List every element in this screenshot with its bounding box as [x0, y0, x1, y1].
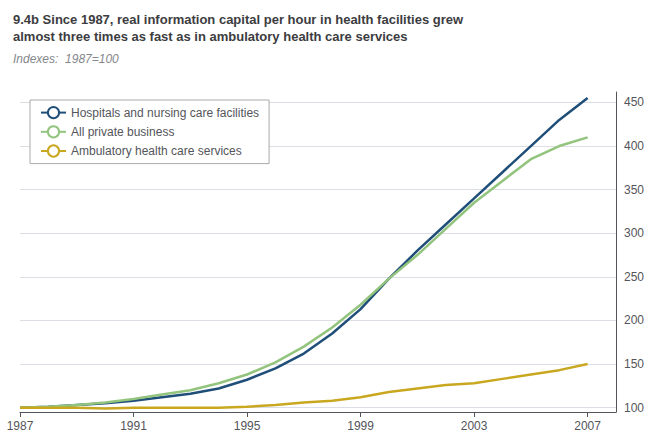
svg-text:350: 350 — [624, 183, 644, 197]
svg-text:1991: 1991 — [120, 419, 147, 433]
svg-text:400: 400 — [624, 139, 644, 153]
svg-text:150: 150 — [624, 357, 644, 371]
svg-text:Indexes: 1987=100: Indexes: 1987=100 — [13, 52, 119, 66]
svg-text:1987: 1987 — [7, 419, 34, 433]
svg-text:2007: 2007 — [574, 419, 601, 433]
svg-text:Ambulatory health care service: Ambulatory health care services — [71, 144, 242, 158]
svg-text:1995: 1995 — [234, 419, 261, 433]
svg-text:250: 250 — [624, 270, 644, 284]
svg-text:All private business: All private business — [71, 125, 174, 139]
svg-text:almost three times as fast as: almost three times as fast as in ambulat… — [13, 29, 408, 44]
svg-text:450: 450 — [624, 95, 644, 109]
svg-text:1999: 1999 — [347, 419, 374, 433]
svg-text:200: 200 — [624, 313, 644, 327]
svg-text:2003: 2003 — [461, 419, 488, 433]
svg-text:300: 300 — [624, 226, 644, 240]
svg-text:100: 100 — [624, 401, 644, 415]
svg-text:Hospitals and nursing care fac: Hospitals and nursing care facilities — [71, 106, 259, 120]
svg-text:9.4b Since 1987, real informat: 9.4b Since 1987, real information capita… — [13, 12, 464, 27]
